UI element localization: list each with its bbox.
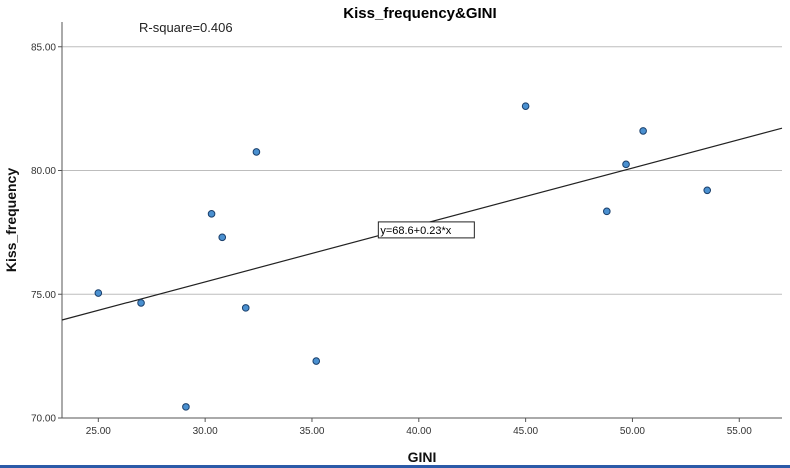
x-tick-label: 45.00 <box>513 426 538 437</box>
data-point <box>94 289 103 297</box>
x-tick-label: 25.00 <box>86 426 111 437</box>
data-point <box>521 102 530 110</box>
data-point <box>218 233 227 242</box>
data-point <box>312 357 321 365</box>
y-tick-label: 75.00 <box>31 290 56 301</box>
x-tick-label: 35.00 <box>299 426 324 437</box>
tick-labels: 25.00 30.00 35.00 40.00 45.00 50.00 55.00 70.00… <box>31 42 752 437</box>
fit-line-group: y=68.6+0.23*x <box>61 127 783 321</box>
fit-label-box <box>377 221 475 239</box>
data-point <box>603 207 611 216</box>
y-tick-label: 70.00 <box>31 414 56 425</box>
x-tick-label: 40.00 <box>406 426 431 437</box>
x-tick-label: 50.00 <box>620 426 645 437</box>
data-point <box>703 186 712 195</box>
gridlines <box>62 46 782 295</box>
x-tick-label: 55.00 <box>727 426 752 437</box>
y-tick-label: 85.00 <box>31 42 56 53</box>
y-axis-label: Kiss_frequency <box>3 168 19 272</box>
data-point <box>252 148 261 156</box>
chart-title: Kiss_frequency&GINI <box>343 5 496 22</box>
data-point <box>137 299 145 307</box>
x-tick-label: 30.00 <box>193 426 218 437</box>
axes <box>61 22 782 419</box>
x-axis-label: GINI <box>408 449 437 465</box>
data-point <box>182 403 190 411</box>
r-square-label: R-square=0.406 <box>139 20 233 35</box>
data-points <box>94 102 712 411</box>
data-point <box>241 304 250 312</box>
y-tick-label: 80.00 <box>31 166 56 177</box>
data-point <box>207 210 216 218</box>
data-point <box>622 160 630 169</box>
data-point <box>639 127 647 135</box>
bottom-rule <box>0 465 790 468</box>
fit-equation-label: y=68.6+0.23*x <box>380 225 451 237</box>
